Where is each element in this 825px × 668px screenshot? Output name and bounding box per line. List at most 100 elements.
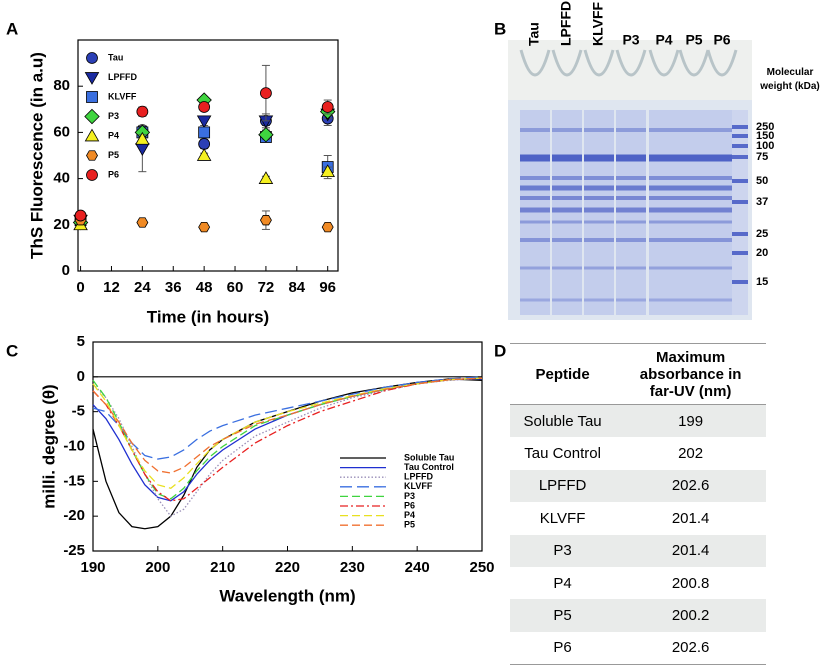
table-cell: 200.2 [615, 599, 766, 632]
gel-band [707, 185, 737, 191]
gel-well [706, 49, 738, 77]
gel-band [707, 266, 737, 270]
legend-label: P5 [404, 520, 415, 530]
table-cell: P4 [553, 574, 572, 592]
legend-label: P6 [404, 500, 415, 510]
x-tick-label: 60 [227, 279, 244, 296]
plot-frame [77, 39, 339, 272]
point [198, 101, 211, 113]
table-header: Maximum absorbance in far-UV (nm) [615, 343, 766, 405]
point [321, 221, 334, 233]
table-row: P6 202.6 [510, 631, 766, 666]
table-cell: P5 [510, 599, 616, 632]
gel-well [648, 49, 680, 77]
y-tick-label: 0 [62, 262, 70, 279]
point [198, 138, 211, 150]
legend-label: KLVFF [108, 91, 137, 101]
gel-band [552, 185, 582, 191]
legend-label: P3 [108, 111, 119, 121]
gel-lane-label: KLVFF [590, 1, 606, 46]
gel-band [649, 220, 679, 224]
gel-band [649, 298, 679, 302]
gel-band [616, 185, 646, 191]
point [196, 115, 212, 129]
gel-lane-label: LPFFD [558, 1, 574, 46]
gel-band [552, 298, 582, 302]
table-cell: 200.8 [671, 574, 710, 592]
x-tick-label: 84 [288, 279, 305, 296]
panel-label: D [494, 341, 506, 360]
gel-ladder-band [732, 125, 748, 129]
legend-label: P6 [108, 169, 119, 179]
gel-band [552, 154, 582, 162]
y-tick-label: 60 [53, 123, 70, 140]
point [136, 105, 149, 118]
gel-band [649, 266, 679, 270]
gel-marker-label: 100 [756, 140, 774, 152]
gel-well [583, 49, 615, 77]
y-axis-label: ThS Fluorescence (in a.u) [27, 52, 46, 259]
panel-label: C [6, 341, 18, 360]
table-cell: LPFFD [510, 469, 616, 503]
x-tick-label: 96 [319, 279, 336, 296]
gel-band [584, 176, 614, 180]
x-tick-label: 0 [76, 279, 84, 296]
point [198, 221, 211, 233]
gel-band [616, 176, 646, 180]
gel-band [679, 176, 709, 180]
gel-band [552, 128, 582, 132]
x-tick-label: 240 [405, 559, 430, 576]
table-body: Soluble Tau 199 Tau Control 202 LPFFD 202.6 KL… [510, 404, 766, 666]
legend-marker [84, 108, 100, 125]
point [136, 217, 149, 228]
y-tick-label: 20 [53, 216, 70, 233]
table-cell: P3 [510, 534, 616, 567]
gel-band [552, 220, 582, 224]
table-cell: Soluble Tau [510, 404, 616, 438]
table-row: Tau Control 202 [510, 437, 766, 469]
gel-band [679, 185, 709, 191]
point [135, 143, 150, 156]
gel-marker-label: 25 [756, 228, 768, 240]
gel-band [616, 298, 646, 302]
gel-band [679, 238, 709, 242]
table-header-text: Maximum absorbance in far-UV (nm) [639, 348, 742, 400]
table-row: Soluble Tau 199 [510, 404, 766, 438]
gel-ladder [732, 110, 748, 315]
y-tick-label: 5 [77, 333, 85, 350]
gel-band [520, 298, 550, 302]
gel-lane-label: P4 [655, 32, 672, 48]
legend-marker [84, 128, 100, 142]
point [258, 171, 274, 184]
gel-band [679, 207, 709, 213]
point [258, 126, 274, 143]
gel-marker-label: 15 [756, 276, 768, 288]
gel-band [649, 176, 679, 180]
gel-band [679, 128, 709, 132]
gel-band [584, 154, 614, 162]
y-tick-label: -20 [63, 507, 85, 524]
gel-ladder-band [732, 232, 748, 236]
gel-band [552, 266, 582, 270]
gel-band [584, 238, 614, 242]
gel-ladder-band [732, 251, 748, 255]
gel-band [584, 185, 614, 191]
gel-marker-label: 250 [756, 121, 774, 133]
gel-band [584, 128, 614, 132]
x-tick-label: 190 [80, 559, 105, 576]
y-axis-label: milli. degree (θ) [39, 384, 58, 508]
gel-band [520, 185, 550, 191]
point [135, 131, 150, 145]
gel-band [616, 238, 646, 242]
gel-marker-label: 37 [756, 196, 768, 208]
gel-band [679, 220, 709, 224]
gel-band [616, 196, 646, 200]
y-tick-label: 80 [53, 77, 70, 94]
point [196, 148, 212, 161]
gel-band [520, 128, 550, 132]
legend-marker [86, 169, 98, 181]
x-axis-label: Wavelength (nm) [219, 586, 355, 605]
point [260, 87, 272, 100]
y-tick-label: -25 [63, 542, 85, 559]
